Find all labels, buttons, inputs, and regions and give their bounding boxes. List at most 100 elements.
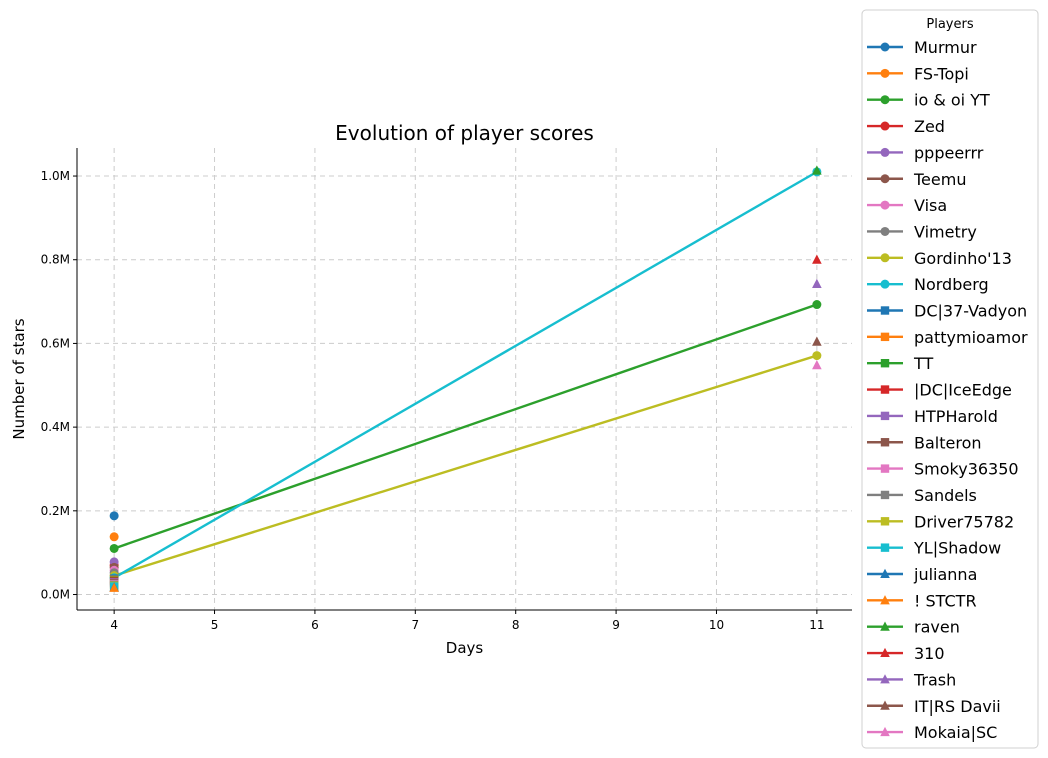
legend-item: Vimetry [867, 222, 977, 241]
legend-item: Balteron [867, 433, 982, 452]
legend-item: Zed [867, 117, 945, 136]
legend-marker [880, 411, 890, 421]
legend-marker [880, 279, 890, 289]
legend-label: Teemu [913, 170, 966, 189]
legend-item: IT|RS Davii [867, 697, 1001, 716]
data-point [812, 165, 822, 175]
legend-marker [880, 726, 890, 737]
legend-label: raven [914, 618, 960, 637]
legend-label: HTPHarold [914, 407, 998, 426]
legend-item: YL|Shadow [867, 539, 1001, 558]
x-tick-label: 8 [512, 618, 520, 632]
legend-label: TT [913, 354, 933, 373]
legend-label: Visa [914, 196, 947, 215]
data-point [109, 532, 119, 542]
legend-label: YL|Shadow [913, 539, 1001, 558]
legend-marker [880, 438, 890, 447]
x-axis-label: Days [446, 639, 484, 657]
legend-marker [880, 700, 890, 710]
legend-label: pppeerrr [914, 143, 984, 162]
y-axis-label: Number of stars [10, 318, 28, 439]
legend-item: Gordinho'13 [867, 249, 1012, 268]
legend-item: io & oi YT [867, 91, 990, 110]
legend-item: Sandels [867, 486, 977, 505]
legend-marker [880, 621, 890, 631]
x-tick-label: 10 [709, 618, 724, 632]
x-tick-label: 6 [311, 618, 319, 632]
legend-marker [880, 543, 890, 552]
legend-item: Mokaia|SC [867, 723, 997, 742]
legend-marker [880, 121, 890, 131]
legend-label: Mokaia|SC [914, 723, 997, 742]
legend-marker [880, 464, 890, 473]
legend-label: FS-Topi [914, 64, 969, 83]
legend-item: Driver75782 [867, 512, 1014, 531]
legend-item: Nordberg [867, 275, 989, 294]
data-point [812, 278, 822, 289]
ticks: 4 5 6 7 8 9 10 11 0.0M 0.2M 0.4M 0.6M 0.8M 1.0M [41, 169, 825, 632]
series-line [113, 303, 818, 550]
legend-marker [880, 595, 890, 605]
legend-item: Visa [867, 196, 947, 215]
series-line [113, 354, 818, 577]
data-point [812, 336, 822, 346]
legend-item: pppeerrr [867, 143, 984, 162]
legend-marker [880, 68, 890, 78]
legend-label: ! STCTR [914, 591, 977, 610]
data-point [109, 511, 119, 521]
legend-items: Murmur FS-Topi io & oi YT Zed pppeerrr Teemu V… [867, 38, 1028, 742]
legend-marker [880, 517, 890, 526]
legend-marker [880, 253, 890, 263]
legend-label: Driver75782 [914, 512, 1014, 531]
legend-item: Trash [867, 670, 956, 689]
legend-item: TT [867, 354, 933, 373]
x-tick-label: 5 [211, 618, 219, 632]
legend-label: Gordinho'13 [914, 249, 1012, 268]
legend-item: Teemu [867, 170, 966, 189]
axes [76, 148, 852, 611]
legend-label: julianna [913, 565, 977, 584]
y-tick-label: 0.6M [41, 336, 70, 350]
legend-marker [880, 147, 890, 157]
legend-item: ! STCTR [867, 591, 977, 610]
y-tick-label: 0.8M [41, 253, 70, 267]
y-tick-label: 0.4M [41, 420, 70, 434]
data-point [812, 300, 822, 310]
legend-label: Zed [914, 117, 945, 136]
legend-frame [861, 9, 1039, 749]
legend-label: Murmur [914, 38, 977, 57]
legend-label: Nordberg [914, 275, 989, 294]
chart-title: Evolution of player scores [335, 121, 594, 145]
legend-item: DC|37-Vadyon [867, 302, 1027, 321]
legend-title: Players [926, 17, 973, 32]
legend-item: julianna [867, 565, 977, 584]
x-tick-label: 7 [411, 618, 419, 632]
x-tick-label: 11 [809, 618, 824, 632]
legend-marker [880, 385, 890, 394]
data-point [812, 359, 822, 370]
legend-marker [880, 42, 890, 52]
legend-label: Sandels [914, 486, 977, 505]
legend-marker [880, 200, 890, 210]
legend-label: |DC|IceEdge [914, 381, 1012, 400]
legend-item: 310 [867, 644, 945, 663]
data-point [812, 254, 822, 264]
grid [77, 148, 852, 610]
series-lines [113, 170, 818, 579]
y-tick-label: 0.2M [41, 504, 70, 518]
legend-label: IT|RS Davii [914, 697, 1001, 716]
legend-marker [880, 359, 890, 368]
x-tick-label: 4 [110, 618, 118, 632]
data-point [109, 582, 119, 592]
legend-label: 310 [914, 644, 945, 663]
legend-item: |DC|IceEdge [867, 381, 1012, 400]
legend-marker [880, 674, 890, 684]
series-line [113, 170, 818, 579]
legend-item: Murmur [867, 38, 977, 57]
legend-item: Smoky36350 [867, 460, 1019, 479]
data-point [812, 351, 822, 361]
legend-label: pattymioamor [914, 328, 1028, 347]
x-tick-label: 9 [612, 618, 620, 632]
series-markers [109, 165, 822, 592]
